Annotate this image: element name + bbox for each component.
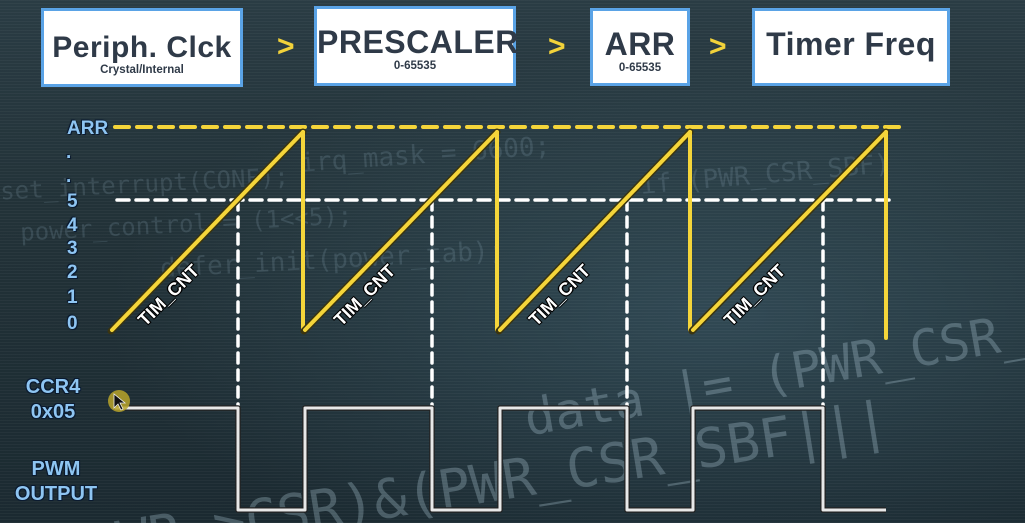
mouse-pointer-icon — [113, 393, 127, 411]
counter-ramp — [303, 130, 499, 332]
arr-range: 0-65535 — [618, 62, 662, 75]
counter-ramp — [691, 130, 888, 332]
counter-sawtooth — [107, 128, 890, 340]
reference-lines — [113, 125, 902, 410]
y-label-1: 1 — [67, 287, 78, 308]
y-label-5: 5 — [67, 191, 78, 212]
prescaler-box: PRESCALER 0-65535 — [314, 6, 519, 86]
prescaler-range: 0-65535 — [393, 60, 437, 73]
peripheral-clock-subtitle: Crystal/Internal — [100, 64, 184, 76]
y-label-3: 3 — [67, 238, 78, 259]
ccr-register-value: 0x05 — [30, 401, 76, 423]
y-label-dot: . — [66, 142, 72, 163]
flow-arrow: > — [277, 30, 295, 63]
pwm-waveform — [115, 405, 886, 513]
pwm-label-line2: OUTPUT — [14, 483, 98, 505]
arr-title: ARR — [604, 26, 676, 62]
flow-arrow: > — [548, 30, 566, 63]
pwm-signal — [115, 406, 886, 512]
pwm-output-label: PWM OUTPUT — [8, 457, 104, 507]
y-label-4: 4 — [67, 215, 78, 236]
flow-arrow: > — [709, 30, 727, 63]
timer-freq-box: Timer Freq — [752, 8, 950, 86]
arr-box: ARR 0-65535 — [590, 8, 690, 86]
ccr-register-name: CCR4 — [25, 376, 81, 398]
counter-ramp — [498, 130, 692, 332]
pwm-label-line1: PWM — [31, 458, 81, 480]
y-label-0: 0 — [67, 313, 78, 334]
y-label-2: 2 — [67, 262, 78, 283]
y-label-arr: ARR — [67, 118, 109, 139]
counter-ramp — [110, 130, 305, 332]
peripheral-clock-title: Periph. Clck — [52, 31, 232, 64]
prescaler-title: PRESCALER — [317, 24, 519, 60]
peripheral-clock-box: Periph. Clck Crystal/Internal — [41, 8, 243, 87]
timer-freq-title: Timer Freq — [766, 26, 936, 62]
ccr4-label: CCR4 0x05 — [18, 375, 88, 425]
y-label-dot: . — [66, 166, 72, 187]
